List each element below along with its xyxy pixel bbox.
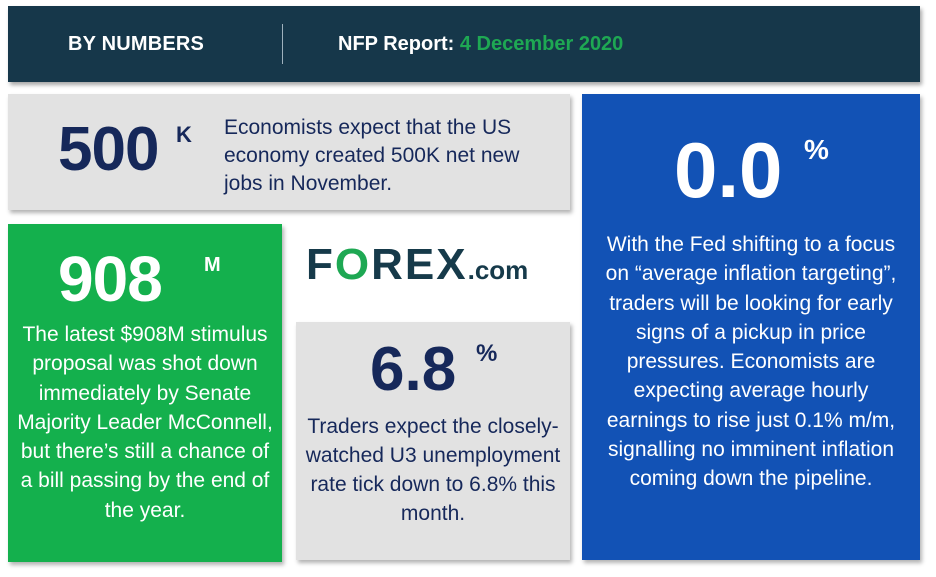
forex-logo: FOREX.com <box>306 240 566 290</box>
stat-text-500k: Economists expect that the US economy cr… <box>224 116 520 195</box>
stat-text-6-8: Traders expect the closely-watched U3 un… <box>305 415 561 525</box>
stat-text-908m: The latest $908M stimulus proposal was s… <box>17 323 273 522</box>
report-label: NFP Report: <box>338 33 460 55</box>
logo-suffix: .com <box>467 255 529 285</box>
stat-suffix-6-8: % <box>476 340 498 367</box>
logo-letters-rex: REX <box>371 240 468 289</box>
header-banner: BY NUMBERS NFP Report: 4 December 2020 <box>8 6 920 82</box>
logo-letter-f: F <box>306 240 335 289</box>
stat-number-500k: 500 <box>58 115 159 184</box>
report-title: NFP Report: 4 December 2020 <box>338 6 623 82</box>
section-title: BY NUMBERS <box>68 33 205 55</box>
stat-suffix-500k: K <box>176 122 192 147</box>
stat-card-500k: 500 K Economists expect that the US econ… <box>8 94 570 210</box>
stat-card-908m: 908 M The latest $908M stimulus proposal… <box>8 224 282 562</box>
stat-number-6-8: 6.8 <box>370 335 457 404</box>
stat-suffix-908m: M <box>204 254 221 276</box>
header-divider <box>282 24 283 64</box>
stat-number-908m: 908 <box>58 243 163 315</box>
stat-suffix-0-0: % <box>804 134 829 165</box>
logo-text: FOREX <box>306 240 468 289</box>
report-date: 4 December 2020 <box>459 33 624 55</box>
stat-card-0-0: 0.0 % With the Fed shifting to a focus o… <box>582 94 920 560</box>
stat-number-0-0: 0.0 <box>674 126 783 214</box>
logo-letter-o: O <box>334 240 372 289</box>
stat-card-6-8: 6.8 % Traders expect the closely-watched… <box>296 322 570 560</box>
stat-text-0-0: With the Fed shifting to a focus on “ave… <box>605 233 897 491</box>
